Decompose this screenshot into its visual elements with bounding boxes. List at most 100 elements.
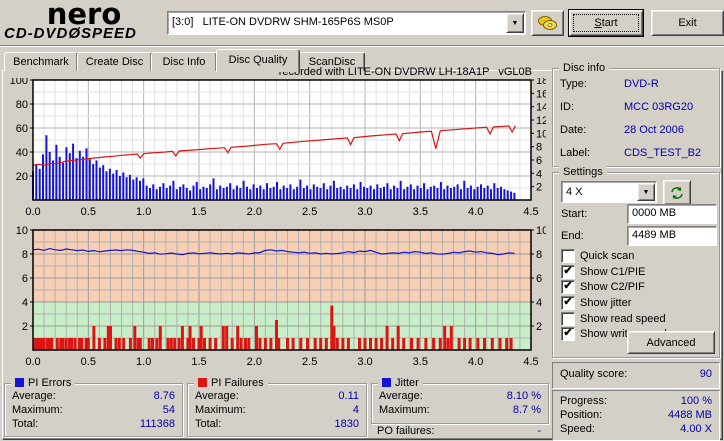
pi-errors-stats: PI Errors Average: 8.76 Maximum: 54 Total:…	[4, 377, 183, 437]
start-button[interactable]: Start	[569, 10, 643, 36]
svg-text:0.0: 0.0	[25, 206, 40, 218]
quality-score-value: 90	[699, 368, 712, 380]
svg-text:8: 8	[536, 249, 542, 261]
svg-text:20: 20	[16, 171, 28, 183]
svg-text:12: 12	[536, 115, 546, 127]
exit-button-label: Exit	[678, 17, 697, 29]
disc-id-row: ID: MCC 03RG20	[560, 101, 694, 113]
refresh-icon	[671, 186, 683, 199]
position-row: Position: 4488 MB	[560, 409, 712, 421]
svg-text:10: 10	[536, 128, 546, 140]
disc-info-group: Disc info Type: DVD-R ID: MCC 03RG20 Date:…	[552, 62, 720, 167]
checkbox-box[interactable]: ✔	[561, 280, 575, 294]
speed-select[interactable]: 4 X ▼	[561, 181, 657, 203]
blue-square-icon	[382, 378, 391, 387]
checkbox-show-read-speed[interactable]: Show read speed	[553, 312, 719, 326]
checkbox-show-c2-pif[interactable]: ✔ Show C2/PIF	[553, 280, 719, 294]
svg-text:3.5: 3.5	[413, 356, 428, 368]
advanced-button[interactable]: Advanced	[627, 331, 715, 354]
drive-select-arrow-button[interactable]: ▼	[506, 13, 524, 33]
svg-text:60: 60	[16, 123, 28, 135]
tab-disc-quality[interactable]: Disc Quality	[216, 49, 300, 72]
checkbox-box[interactable]	[561, 249, 575, 263]
jitter-stats-title: Jitter	[378, 377, 423, 390]
svg-text:3.5: 3.5	[413, 206, 428, 218]
tab-benchmark[interactable]: Benchmark	[4, 52, 78, 71]
settings-title: Settings	[559, 166, 607, 179]
quality-score-label: Quality score:	[560, 368, 628, 380]
pi-failures-stats-title: PI Failures	[194, 377, 268, 390]
po-failures-label: PO failures:	[377, 425, 435, 437]
svg-text:4.0: 4.0	[468, 356, 483, 368]
checkbox-show-jitter[interactable]: ✔ Show jitter	[553, 296, 719, 310]
svg-text:18: 18	[536, 78, 546, 87]
focus-rectangle	[573, 14, 639, 32]
svg-text:3.0: 3.0	[357, 206, 372, 218]
checkbox-box[interactable]: ✔	[561, 296, 575, 310]
checkbox-show-c1-pie[interactable]: ✔ Show C1/PIE	[553, 265, 719, 279]
tab-scandisc[interactable]: ScanDisc	[299, 52, 365, 71]
scan-start-field[interactable]: 0000 MB	[627, 204, 717, 224]
svg-text:1.0: 1.0	[136, 356, 151, 368]
svg-text:6: 6	[22, 273, 28, 285]
svg-text:2.0: 2.0	[247, 206, 262, 218]
svg-text:4: 4	[22, 297, 28, 309]
eject-button[interactable]	[531, 10, 564, 36]
header-divider	[0, 45, 724, 47]
exit-button[interactable]: Exit	[651, 10, 724, 36]
chevron-down-icon: ▼	[642, 188, 650, 196]
progress-panel: Progress: 100 % Position: 4488 MB Speed: 4.…	[552, 390, 720, 441]
drive-select-value: [3:0] LITE-ON DVDRW SHM-165P6S MS0P	[172, 16, 394, 28]
discs-icon	[537, 16, 557, 30]
svg-text:80: 80	[16, 99, 28, 111]
svg-text:8: 8	[22, 249, 28, 261]
scan-end-field[interactable]: 4489 MB	[627, 226, 717, 246]
svg-text:3.0: 3.0	[357, 356, 372, 368]
svg-text:10: 10	[16, 226, 28, 237]
start-button-label: Start	[594, 17, 618, 29]
svg-text:2: 2	[536, 182, 542, 194]
quality-score-panel: Quality score: 90	[552, 362, 720, 389]
po-failures-row: PO failures: -	[377, 425, 541, 437]
tab-create-disc[interactable]: Create Disc	[77, 52, 152, 71]
speed-select-value: 4 X	[566, 186, 583, 198]
po-failures-value: -	[537, 425, 541, 437]
red-square-icon	[198, 378, 207, 387]
svg-text:1.5: 1.5	[191, 206, 206, 218]
scan-start-label: Start:	[561, 208, 588, 220]
logo-nero-text: nero	[46, 0, 122, 31]
svg-text:2: 2	[536, 321, 542, 333]
jitter-chart: 2 4 6 8 10 2 4 6 8 10 0.0 0.5 1.0 1.5 2.0 2.5 3.0 3.5 4.0 4…	[16, 226, 546, 368]
svg-text:4.0: 4.0	[468, 206, 483, 218]
svg-text:2.5: 2.5	[302, 356, 317, 368]
jitter-stats: Jitter Average: 8.10 % Maximum: 8.7 %	[371, 377, 549, 424]
blue-square-icon	[15, 378, 24, 387]
svg-text:8: 8	[536, 142, 542, 154]
checkbox-box[interactable]	[561, 312, 575, 326]
scan-end-label: End:	[561, 230, 584, 242]
disc-info-title: Disc info	[559, 62, 610, 75]
progress-row: Progress: 100 %	[560, 395, 712, 407]
checkbox-quick-scan[interactable]: Quick scan	[553, 249, 719, 263]
advanced-button-label: Advanced	[646, 336, 696, 349]
svg-text:16: 16	[536, 88, 546, 100]
svg-text:4: 4	[536, 297, 542, 309]
checkbox-box[interactable]: ✔	[561, 327, 575, 341]
svg-text:6: 6	[536, 155, 542, 167]
svg-text:4: 4	[536, 168, 542, 180]
quality-score-row: Quality score: 90	[553, 367, 719, 381]
disc-type-row: Type: DVD-R	[560, 78, 659, 90]
checkbox-box[interactable]: ✔	[561, 265, 575, 279]
svg-text:14: 14	[536, 102, 546, 114]
speed-row: Speed: 4.00 X	[560, 423, 712, 435]
chevron-down-icon: ▼	[511, 19, 519, 27]
pi-failures-stats: PI Failures Average: 0.11 Maximum: 4 Total…	[187, 377, 367, 437]
disc-glyph-icon: Ø	[68, 25, 82, 42]
logo-cdvdspeed-text: CD-DVDØSPEED	[4, 25, 137, 42]
speed-select-arrow-button[interactable]: ▼	[637, 183, 655, 201]
refresh-button[interactable]	[663, 180, 691, 205]
disc-date-row: Date: 28 Oct 2006	[560, 124, 684, 136]
drive-select[interactable]: [3:0] LITE-ON DVDRW SHM-165P6S MS0P ▼	[167, 11, 526, 35]
svg-text:10: 10	[536, 226, 546, 237]
